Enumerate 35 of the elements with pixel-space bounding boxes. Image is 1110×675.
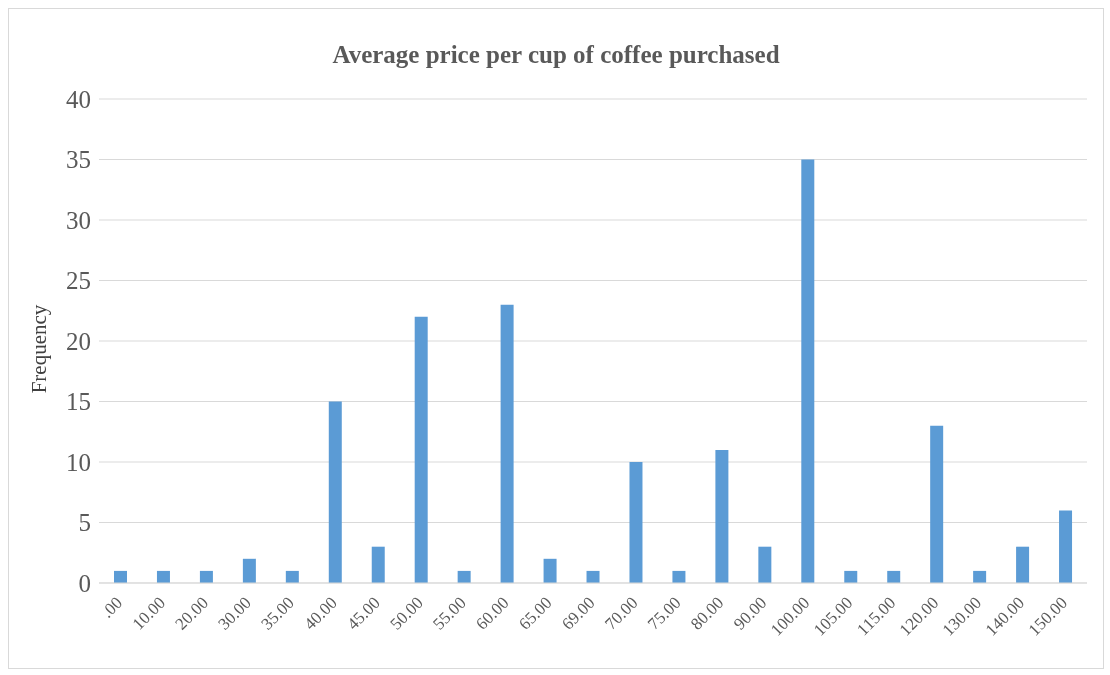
bar	[285, 570, 299, 583]
y-tick-label: 35	[66, 146, 91, 174]
bar	[457, 570, 471, 583]
y-tick-label: 40	[66, 85, 91, 113]
bar	[199, 570, 213, 583]
bar	[672, 570, 686, 583]
y-tick-label: 30	[66, 206, 91, 234]
bar	[586, 570, 600, 583]
bar	[758, 546, 772, 583]
bar	[973, 570, 987, 583]
bar	[242, 558, 256, 583]
bar	[414, 316, 428, 583]
y-tick-label: 25	[66, 267, 91, 295]
x-tick-label: .00	[97, 593, 127, 622]
y-tick-label: 5	[78, 509, 91, 537]
y-tick-label: 15	[66, 388, 91, 416]
bar	[715, 449, 729, 583]
bar	[930, 425, 944, 583]
bar	[629, 462, 643, 583]
bar	[114, 570, 127, 583]
y-tick-label: 10	[66, 448, 91, 476]
y-axis-title: Frequency	[26, 304, 52, 394]
bar	[1016, 546, 1030, 583]
bar	[1059, 510, 1073, 583]
bar	[328, 401, 342, 583]
bar	[156, 570, 170, 583]
bar	[500, 304, 514, 583]
y-tick-label: 0	[78, 569, 91, 597]
bar	[371, 546, 385, 583]
y-tick-label: 20	[66, 327, 91, 355]
bar	[844, 570, 858, 583]
chart-title: Average price per cup of coffee purchased	[331, 41, 781, 69]
bar	[543, 558, 557, 583]
bar	[801, 159, 815, 583]
bar	[887, 570, 901, 583]
